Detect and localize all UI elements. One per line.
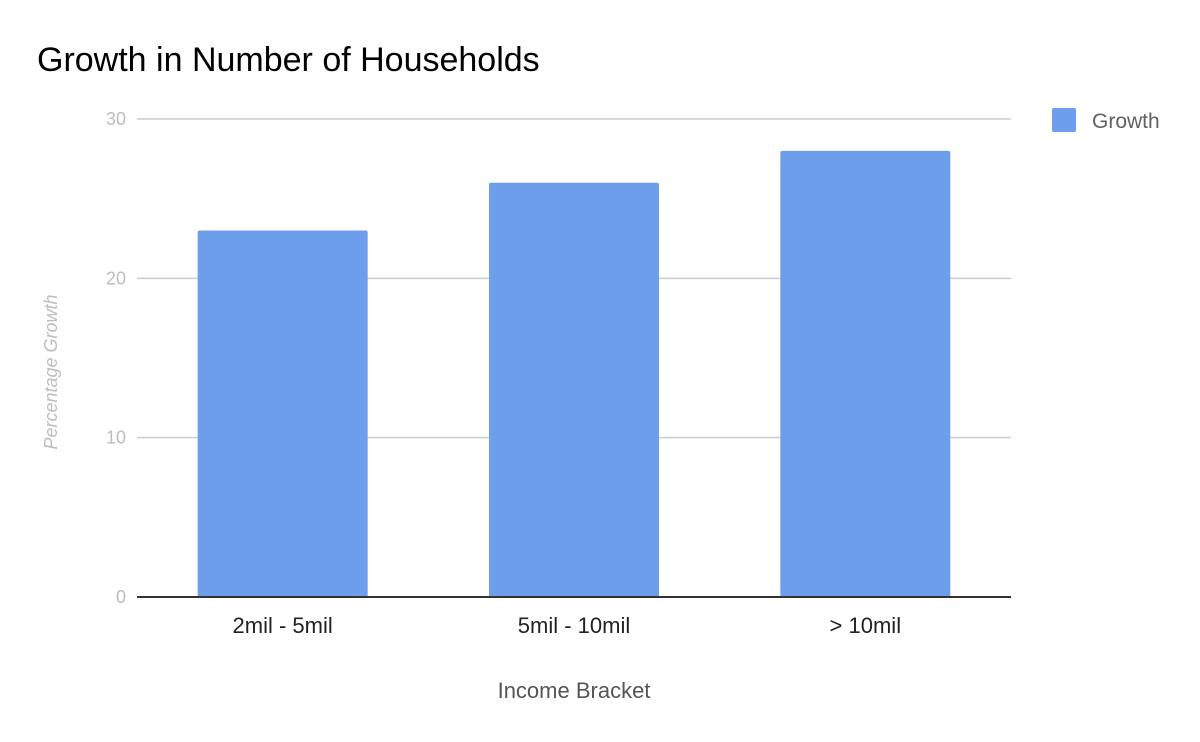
bar-1 (197, 230, 368, 598)
bar-2 (489, 182, 659, 597)
bars (197, 150, 951, 598)
y-axis-label: Percentage Growth (41, 294, 61, 449)
x-tick-label: > 10mil (830, 613, 902, 638)
x-axis-label: Income Bracket (498, 678, 651, 703)
legend-label-growth: Growth (1092, 110, 1160, 133)
y-tick-label: 20 (106, 268, 126, 288)
legend: Growth (1052, 108, 1160, 133)
bar-3 (780, 150, 951, 597)
y-axis-ticks: 0 10 20 30 (106, 109, 126, 607)
chart-title: Growth in Number of Households (37, 41, 540, 79)
y-tick-label: 30 (106, 109, 126, 129)
y-tick-label: 0 (116, 587, 126, 607)
x-axis-ticks: 2mil - 5mil 5mil - 10mil > 10mil (233, 613, 902, 638)
x-tick-label: 2mil - 5mil (233, 613, 333, 638)
x-tick-label: 5mil - 10mil (518, 613, 630, 638)
legend-swatch-growth (1052, 108, 1076, 132)
y-tick-label: 10 (106, 428, 126, 448)
